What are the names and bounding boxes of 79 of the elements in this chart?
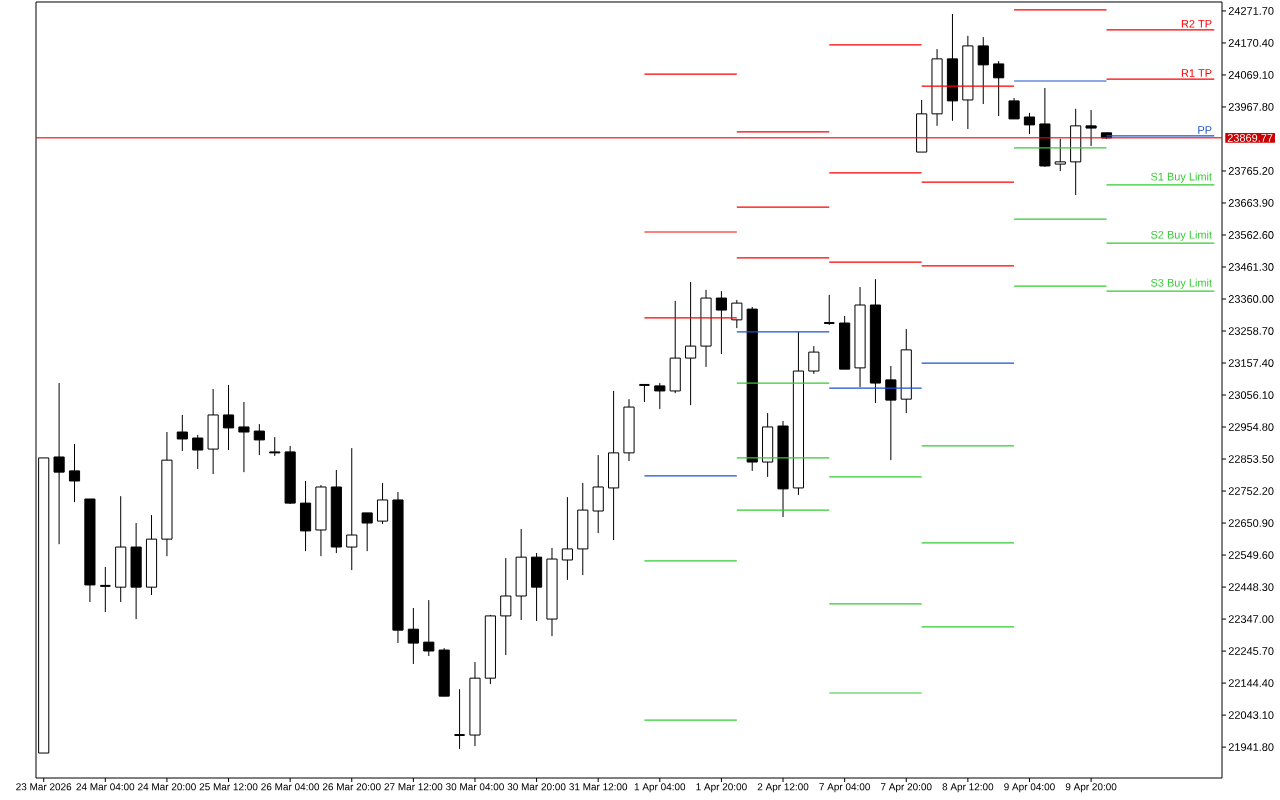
x-tick-label: 7 Apr 04:00 (819, 783, 870, 793)
x-tick-label: 7 Apr 20:00 (881, 783, 932, 793)
x-tick-label: 1 Apr 04:00 (634, 783, 686, 793)
x-tick-label: 8 Apr 12:00 (942, 783, 994, 793)
x-tick-label: 24 Mar 20:00 (138, 783, 196, 791)
candlestick (192, 434, 204, 470)
candlestick (808, 345, 820, 375)
candlestick (654, 382, 666, 410)
x-tick-label: 23 Mar 2026 (16, 783, 72, 791)
x-tick-label: 31 Mar 12:00 (569, 783, 628, 791)
y-tick-label: 22853.50 (1228, 455, 1274, 463)
x-tick-label: 30 Mar 04:00 (446, 783, 504, 791)
y-tick-label: 22043.10 (1228, 711, 1274, 719)
y-tick-label: 24069.10 (1228, 71, 1274, 79)
candlestick (346, 447, 358, 571)
candlestick (885, 365, 897, 461)
y-tick-label: 24170.40 (1228, 39, 1274, 47)
candlestick (253, 423, 265, 456)
y-tick-label: 21941.80 (1228, 743, 1274, 751)
series-label: R2 TP (1181, 19, 1212, 28)
y-tick-label: 22448.30 (1228, 583, 1274, 591)
candlestick (407, 607, 419, 665)
candlestick (500, 557, 512, 656)
y-tick-label: 23461.30 (1228, 263, 1274, 271)
y-tick-label: 22347.00 (1228, 615, 1274, 623)
series-label: S2 Buy Limit (1151, 230, 1212, 241)
x-tick-label: 2 Apr 12:00 (757, 783, 809, 793)
candlestick (361, 512, 373, 552)
candlestick (685, 281, 697, 406)
candlestick (53, 382, 65, 545)
candlestick (238, 401, 250, 473)
y-tick-label: 23765.20 (1228, 167, 1274, 175)
x-tick-label: 1 Apr 20:00 (696, 783, 747, 793)
x-tick-label: 9 Apr 04:00 (1004, 783, 1055, 793)
candlestick (823, 294, 836, 326)
y-tick-label: 23562.60 (1228, 231, 1274, 239)
x-tick-label: 26 Mar 20:00 (322, 783, 381, 791)
x-tick-label: 26 Mar 04:00 (261, 783, 320, 791)
series-label: R1 TP (1181, 69, 1212, 77)
x-tick-label: 27 Mar 12:00 (384, 783, 443, 791)
y-tick-label: 22245.70 (1228, 647, 1274, 655)
y-tick-label: 23157.40 (1228, 359, 1274, 367)
candlestick (68, 443, 81, 503)
y-tick-label: 22954.80 (1228, 423, 1274, 431)
y-tick-label: 22650.90 (1228, 519, 1274, 527)
ref-line-label: 23869.77 (1227, 134, 1273, 142)
candlestick (1023, 112, 1036, 135)
x-tick-label: 25 Mar 12:00 (199, 783, 258, 791)
candlestick (1054, 138, 1066, 172)
x-tick-label: 30 Mar 20:00 (507, 783, 566, 791)
series-label: S3 Buy Limit (1151, 278, 1212, 289)
y-tick-label: 22144.40 (1228, 679, 1274, 687)
candlestick (423, 599, 435, 657)
candlestick (1085, 109, 1097, 147)
candlestick (453, 688, 466, 750)
y-tick-label: 23360.00 (1228, 295, 1274, 303)
x-tick-label: 9 Apr 20:00 (1065, 783, 1117, 793)
y-tick-label: 23056.10 (1228, 391, 1274, 399)
candlestick (715, 290, 727, 355)
candlestick (993, 60, 1005, 117)
y-tick-label: 22752.20 (1228, 487, 1274, 495)
candlestick (561, 496, 573, 581)
x-tick-label: 24 Mar 04:00 (76, 783, 135, 791)
candlestick (638, 383, 651, 403)
y-tick-label: 23967.80 (1228, 103, 1274, 111)
series-label: S1 Buy Limit (1151, 172, 1212, 183)
series-label: PP (1198, 126, 1212, 134)
y-tick-label: 22549.60 (1228, 551, 1274, 559)
candlestick (376, 482, 389, 525)
candlestick (731, 299, 743, 329)
y-tick-label: 24271.70 (1228, 7, 1274, 15)
y-tick-label: 23258.70 (1228, 327, 1274, 335)
candlestick (222, 384, 235, 451)
candlestick (977, 36, 989, 105)
candlestick (176, 414, 188, 452)
candlestick (1008, 97, 1020, 120)
candlestick (269, 436, 281, 457)
candlestick (99, 566, 112, 613)
y-tick-label: 23663.90 (1228, 199, 1274, 207)
